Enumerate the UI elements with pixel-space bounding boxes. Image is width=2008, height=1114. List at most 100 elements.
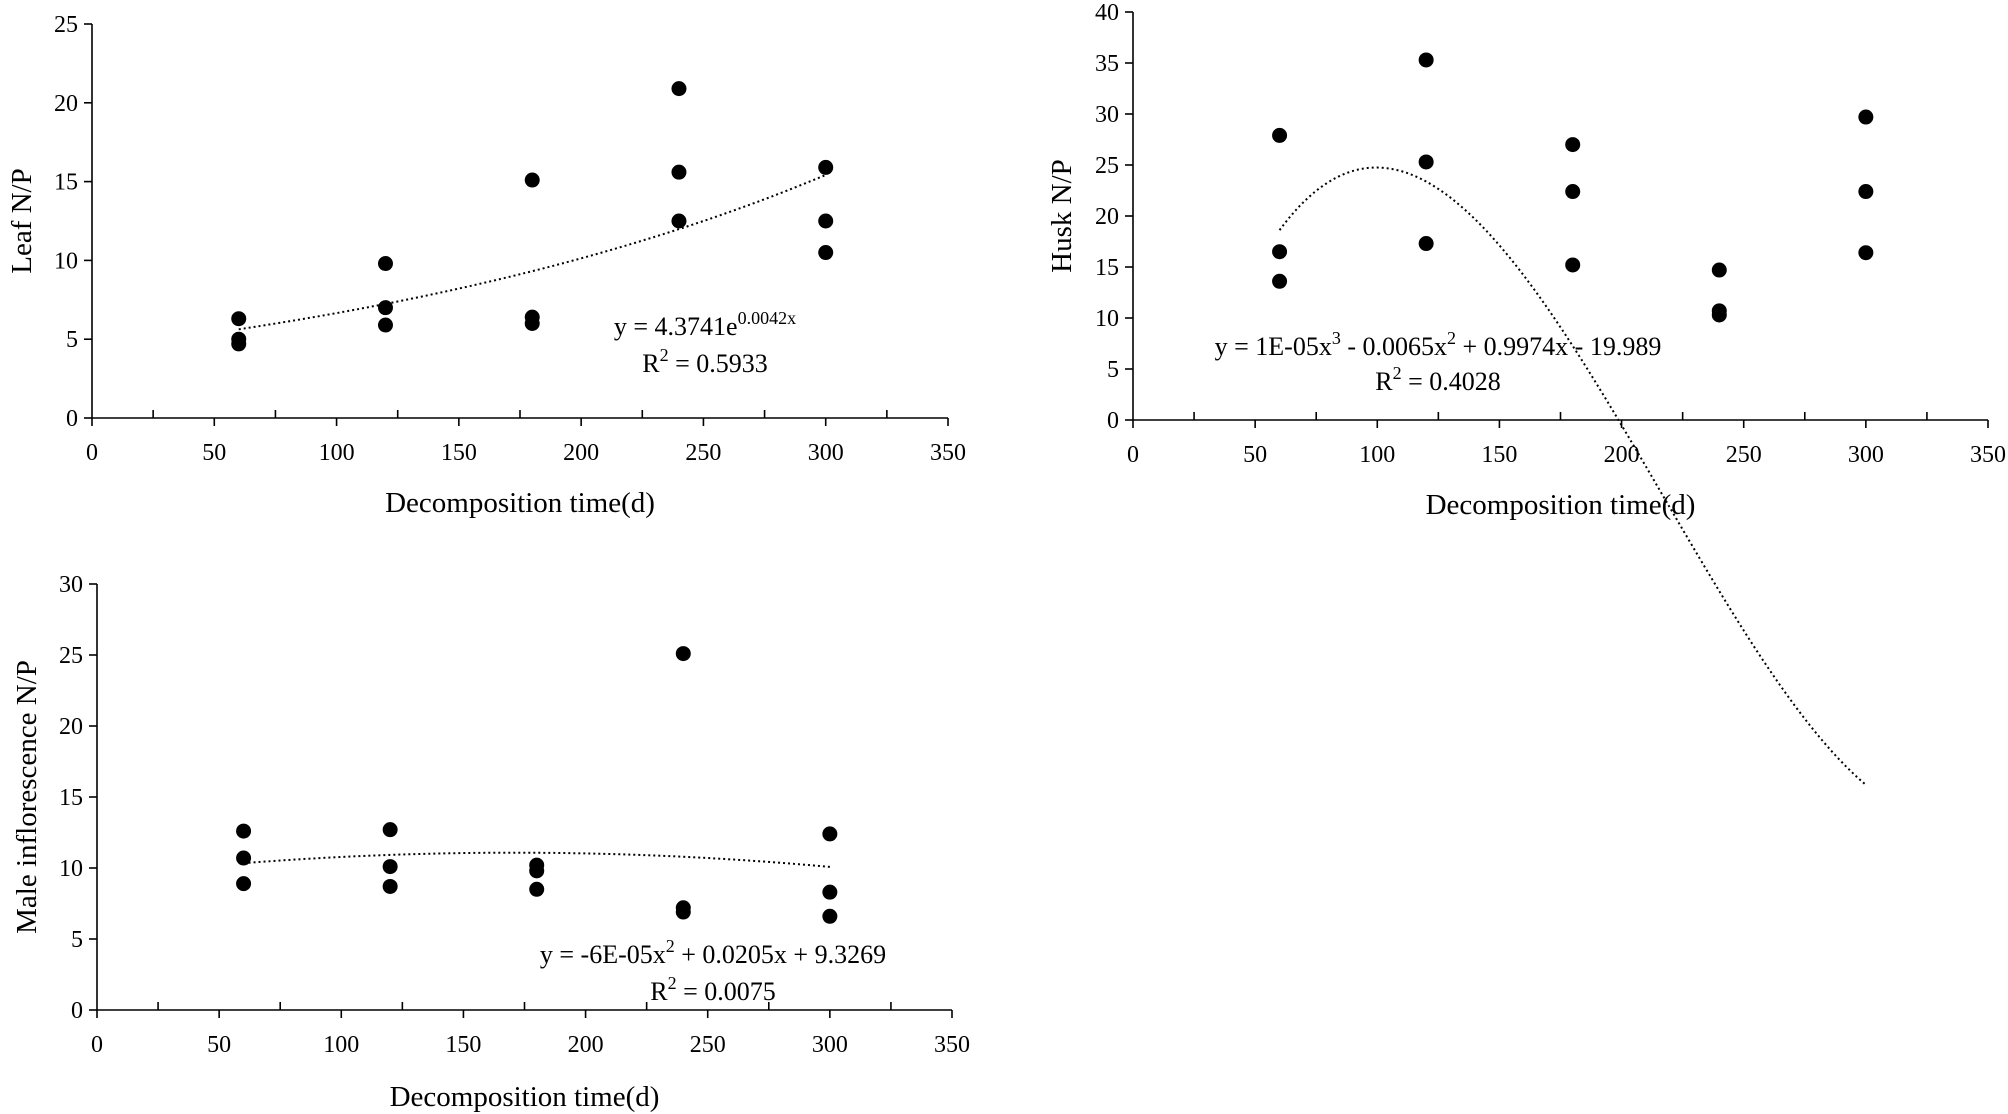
x-tick-label: 300 xyxy=(1848,442,1884,468)
data-point xyxy=(671,164,687,180)
data-point xyxy=(675,646,691,662)
y-tick-label: 30 xyxy=(59,572,83,598)
data-point xyxy=(1272,244,1288,260)
r-squared: R2 = 0.5933 xyxy=(642,345,768,378)
equation-superscript: 2 xyxy=(1447,328,1456,348)
data-point xyxy=(529,881,545,897)
data-point xyxy=(1418,52,1434,68)
r-squared-label: R xyxy=(650,977,668,1006)
data-point xyxy=(818,245,834,261)
trendline xyxy=(1278,166,1867,786)
r-squared-value: = 0.4028 xyxy=(1402,367,1501,396)
r-squared-value: = 0.5933 xyxy=(669,349,768,378)
y-tick-label: 0 xyxy=(66,406,78,432)
x-tick-label: 100 xyxy=(1359,442,1395,468)
data-point xyxy=(818,159,834,175)
r-squared-superscript: 2 xyxy=(668,973,677,993)
data-point xyxy=(822,826,838,842)
data-point xyxy=(822,908,838,924)
y-tick-label: 5 xyxy=(66,327,78,353)
data-point xyxy=(675,904,691,920)
equation-part: + 0.9974x - 19.989 xyxy=(1456,332,1661,361)
equation-part: y = 1E-05x xyxy=(1215,332,1332,361)
x-tick-label: 300 xyxy=(808,440,844,466)
x-axis-title: Decomposition time(d) xyxy=(385,487,655,519)
y-tick-label: 20 xyxy=(59,714,83,740)
chart-leaf: 0 50 100 150 200 250 300 350 0 5 10 15 20 25 Decomposi… xyxy=(6,12,966,519)
y-tick-label: 25 xyxy=(54,12,78,38)
data-point xyxy=(671,213,687,229)
data-point xyxy=(236,823,252,839)
x-tick-label: 350 xyxy=(1970,442,2006,468)
chart-male: 0 50 100 150 200 250 300 350 0 5 10 15 20 25 30 Decompo… xyxy=(11,572,970,1113)
data-point xyxy=(1711,262,1727,278)
data-point xyxy=(231,311,247,327)
y-tick-label: 15 xyxy=(1095,255,1119,281)
x-tick-label: 150 xyxy=(1481,442,1517,468)
equation-part: y = -6E-05x xyxy=(540,940,666,969)
data-point xyxy=(1272,127,1288,143)
x-tick-label: 200 xyxy=(563,440,599,466)
y-tick-label: 15 xyxy=(59,785,83,811)
data-point xyxy=(1565,257,1581,273)
x-tick-label: 50 xyxy=(207,1032,231,1058)
y-tick-label: 30 xyxy=(1095,102,1119,128)
data-point xyxy=(377,317,393,333)
data-point xyxy=(529,863,545,879)
x-tick-label: 150 xyxy=(445,1032,481,1058)
x-tick-label: 250 xyxy=(690,1032,726,1058)
r-squared-superscript: 2 xyxy=(660,345,669,365)
equation-superscript: 3 xyxy=(1332,328,1341,348)
data-point xyxy=(1418,236,1434,252)
x-tick-label: 300 xyxy=(812,1032,848,1058)
data-point xyxy=(382,822,398,838)
data-point xyxy=(1858,109,1874,125)
data-point xyxy=(1565,137,1581,153)
r-squared: R2 = 0.0075 xyxy=(650,973,776,1006)
y-tick-label: 10 xyxy=(54,248,78,274)
y-tick-label: 20 xyxy=(54,91,78,117)
chart-husk: 0 50 100 150 200 250 300 3500510152025303540Dec… xyxy=(1046,0,2006,786)
y-tick-label: 5 xyxy=(71,927,83,953)
trendline-equation: y = -6E-05x2 + 0.0205x + 9.3269 xyxy=(540,936,886,969)
x-tick-label: 100 xyxy=(319,440,355,466)
equation-base: y = 4.3741e xyxy=(614,312,738,341)
x-tick-label: 250 xyxy=(685,440,721,466)
data-point xyxy=(231,336,247,352)
x-tick-label: 150 xyxy=(441,440,477,466)
data-point xyxy=(382,859,398,875)
y-tick-label: 15 xyxy=(54,170,78,196)
r-squared-label: R xyxy=(642,349,660,378)
x-tick-label: 350 xyxy=(930,440,966,466)
data-point xyxy=(818,213,834,229)
y-axis-title: Male inflorescence N/P xyxy=(11,660,43,934)
r-squared-superscript: 2 xyxy=(1393,363,1402,383)
x-tick-label: 100 xyxy=(323,1032,359,1058)
r-squared: R2 = 0.4028 xyxy=(1375,363,1501,396)
y-tick-label: 40 xyxy=(1095,0,1119,26)
y-tick-label: 0 xyxy=(1107,408,1119,434)
equation-exponent: 0.0042x xyxy=(738,308,797,328)
data-point xyxy=(1565,184,1581,200)
data-point xyxy=(1858,245,1874,261)
data-point xyxy=(236,876,252,892)
y-tick-label: 0 xyxy=(71,998,83,1024)
x-axis-title: Decomposition time(d) xyxy=(390,1081,660,1113)
data-point xyxy=(524,172,540,188)
trendline xyxy=(238,174,827,331)
y-tick-label: 10 xyxy=(59,856,83,882)
x-tick-label: 0 xyxy=(86,440,98,466)
y-tick-label: 35 xyxy=(1095,51,1119,77)
data-point xyxy=(671,81,687,97)
y-axis-title: Husk N/P xyxy=(1046,159,1078,273)
trendline-equation: y = 1E-05x3 - 0.0065x2 + 0.9974x - 19.98… xyxy=(1215,328,1662,361)
data-point xyxy=(236,850,252,866)
y-tick-label: 25 xyxy=(59,643,83,669)
data-point xyxy=(1418,154,1434,170)
trendline-equation: y = 4.3741e0.0042x xyxy=(614,308,796,341)
y-axis-title: Leaf N/P xyxy=(6,168,38,274)
y-tick-label: 5 xyxy=(1107,357,1119,383)
data-point xyxy=(524,315,540,331)
data-point xyxy=(382,878,398,894)
